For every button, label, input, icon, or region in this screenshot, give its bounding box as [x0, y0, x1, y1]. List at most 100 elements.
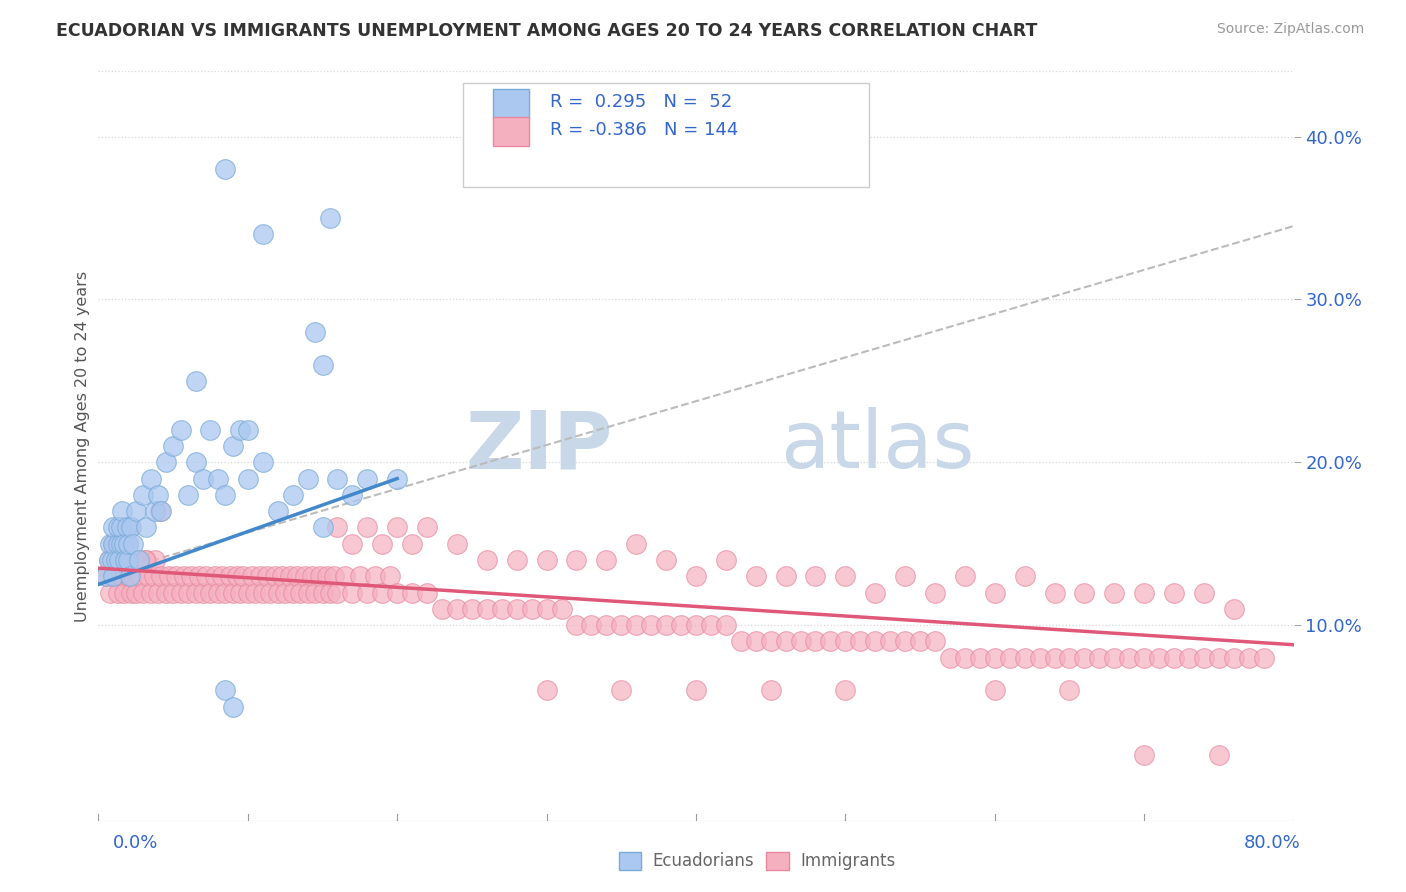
Text: R =  0.295   N =  52: R = 0.295 N = 52: [550, 93, 733, 112]
Point: [364, 569, 387, 583]
Text: atlas: atlas: [779, 407, 974, 485]
Point: [304, 585, 326, 599]
Point: [834, 569, 856, 583]
Y-axis label: Unemployment Among Ages 20 to 24 years: Unemployment Among Ages 20 to 24 years: [75, 270, 90, 622]
Point: [103, 537, 125, 551]
Point: [804, 634, 827, 648]
Text: 0.0%: 0.0%: [112, 834, 157, 852]
Point: [714, 553, 737, 567]
Point: [984, 683, 1007, 698]
Point: [236, 585, 259, 599]
Point: [745, 634, 768, 648]
Point: [135, 553, 157, 567]
Point: [191, 585, 214, 599]
Point: [114, 553, 136, 567]
Point: [894, 569, 917, 583]
Point: [1163, 650, 1185, 665]
Point: [222, 585, 245, 599]
Point: [162, 585, 184, 599]
Point: [252, 455, 274, 469]
Point: [129, 569, 152, 583]
Point: [1088, 650, 1111, 665]
Point: [1253, 650, 1275, 665]
Point: [669, 618, 692, 632]
Point: [118, 520, 141, 534]
Point: [155, 455, 177, 469]
Point: [349, 569, 371, 583]
Point: [640, 618, 662, 632]
Point: [311, 585, 333, 599]
Point: [103, 569, 125, 583]
Point: [333, 569, 356, 583]
Point: [150, 569, 173, 583]
Point: [236, 423, 259, 437]
Point: [759, 634, 782, 648]
Point: [1133, 650, 1156, 665]
Point: [97, 553, 120, 567]
Point: [834, 634, 856, 648]
Point: [135, 520, 157, 534]
Point: [371, 585, 394, 599]
Point: [155, 585, 177, 599]
Point: [316, 569, 339, 583]
Point: [111, 569, 134, 583]
Point: [143, 504, 166, 518]
Point: [125, 585, 148, 599]
Point: [120, 520, 142, 534]
Point: [1208, 748, 1230, 763]
Point: [157, 569, 180, 583]
Point: [132, 585, 155, 599]
Point: [610, 618, 633, 632]
FancyBboxPatch shape: [494, 89, 529, 119]
Point: [475, 553, 498, 567]
Point: [1192, 585, 1215, 599]
Point: [112, 537, 135, 551]
Point: [953, 650, 976, 665]
Point: [1133, 748, 1156, 763]
Point: [173, 569, 195, 583]
Point: [1133, 585, 1156, 599]
Point: [184, 374, 207, 388]
Point: [112, 585, 135, 599]
Point: [226, 569, 249, 583]
Point: [1014, 569, 1036, 583]
Point: [281, 585, 304, 599]
Point: [219, 569, 242, 583]
Point: [520, 602, 543, 616]
Point: [745, 569, 768, 583]
Point: [879, 634, 901, 648]
Point: [232, 569, 254, 583]
Point: [267, 585, 290, 599]
Point: [207, 472, 229, 486]
Point: [117, 553, 139, 567]
Point: [865, 634, 887, 648]
Point: [446, 602, 468, 616]
Point: [285, 569, 308, 583]
FancyBboxPatch shape: [494, 117, 529, 146]
Point: [134, 553, 156, 567]
Point: [1104, 585, 1126, 599]
Text: 80.0%: 80.0%: [1244, 834, 1301, 852]
Point: [128, 553, 150, 567]
Point: [685, 683, 707, 698]
Point: [177, 585, 200, 599]
Point: [536, 602, 558, 616]
Point: [94, 569, 117, 583]
Point: [281, 488, 304, 502]
Point: [211, 569, 233, 583]
Point: [297, 585, 319, 599]
Point: [446, 537, 468, 551]
Point: [142, 569, 165, 583]
Point: [229, 423, 252, 437]
Point: [536, 683, 558, 698]
Point: [222, 439, 245, 453]
Point: [132, 488, 155, 502]
Point: [730, 634, 752, 648]
Point: [214, 585, 236, 599]
Point: [148, 585, 170, 599]
Point: [356, 520, 378, 534]
Point: [259, 585, 281, 599]
Point: [1059, 683, 1081, 698]
Point: [117, 537, 139, 551]
Point: [401, 585, 423, 599]
